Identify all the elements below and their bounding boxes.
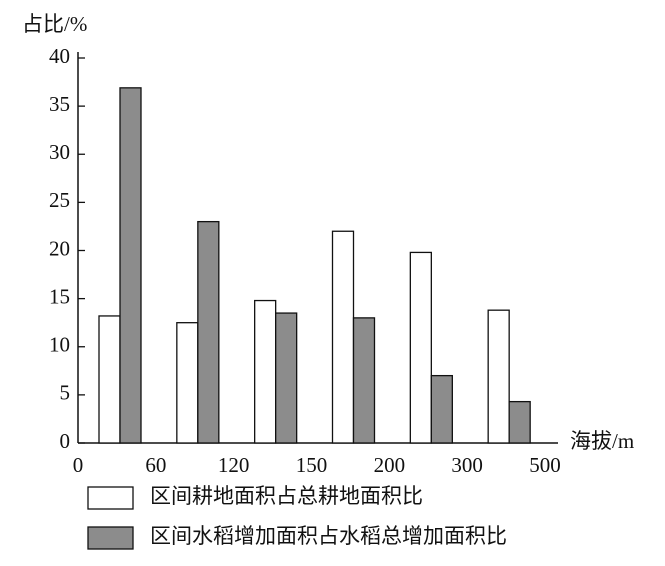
- y-tick-label: 30: [49, 140, 70, 164]
- x-edge-label: 200: [374, 453, 406, 477]
- bar: [119, 87, 142, 444]
- y-tick-label: 0: [60, 429, 71, 453]
- x-edge-label: 60: [145, 453, 166, 477]
- legend-swatch: [87, 526, 134, 550]
- bar: [508, 400, 531, 444]
- y-tick-label: 35: [49, 92, 70, 116]
- legend-swatch: [87, 486, 134, 510]
- bar: [409, 251, 432, 444]
- bar: [275, 312, 298, 444]
- x-edge-label: 300: [451, 453, 483, 477]
- y-tick-label: 25: [49, 188, 70, 212]
- bar: [331, 230, 355, 444]
- bar: [430, 374, 453, 444]
- legend-label: 区间耕地面积占总耕地面积比: [150, 484, 423, 508]
- x-edge-label: 120: [218, 453, 250, 477]
- y-tick-label: 20: [49, 236, 70, 260]
- bar: [254, 299, 277, 444]
- x-edge-label: 150: [296, 453, 328, 477]
- x-edge-label: 0: [73, 453, 84, 477]
- legend-label: 区间水稻增加面积占水稻总增加面积比: [150, 524, 507, 548]
- bar: [197, 220, 220, 444]
- y-tick-label: 15: [49, 284, 70, 308]
- y-tick-label: 5: [60, 381, 71, 405]
- y-tick-label: 10: [49, 333, 70, 357]
- y-tick-label: 40: [49, 44, 70, 68]
- bar: [487, 309, 510, 444]
- bar: [352, 317, 376, 444]
- y-axis-title: 占比/%: [22, 12, 87, 36]
- bar: [176, 322, 199, 444]
- x-edge-label: 500: [529, 453, 561, 477]
- bar: [98, 315, 121, 444]
- x-axis-title: 海拔/m: [570, 429, 634, 453]
